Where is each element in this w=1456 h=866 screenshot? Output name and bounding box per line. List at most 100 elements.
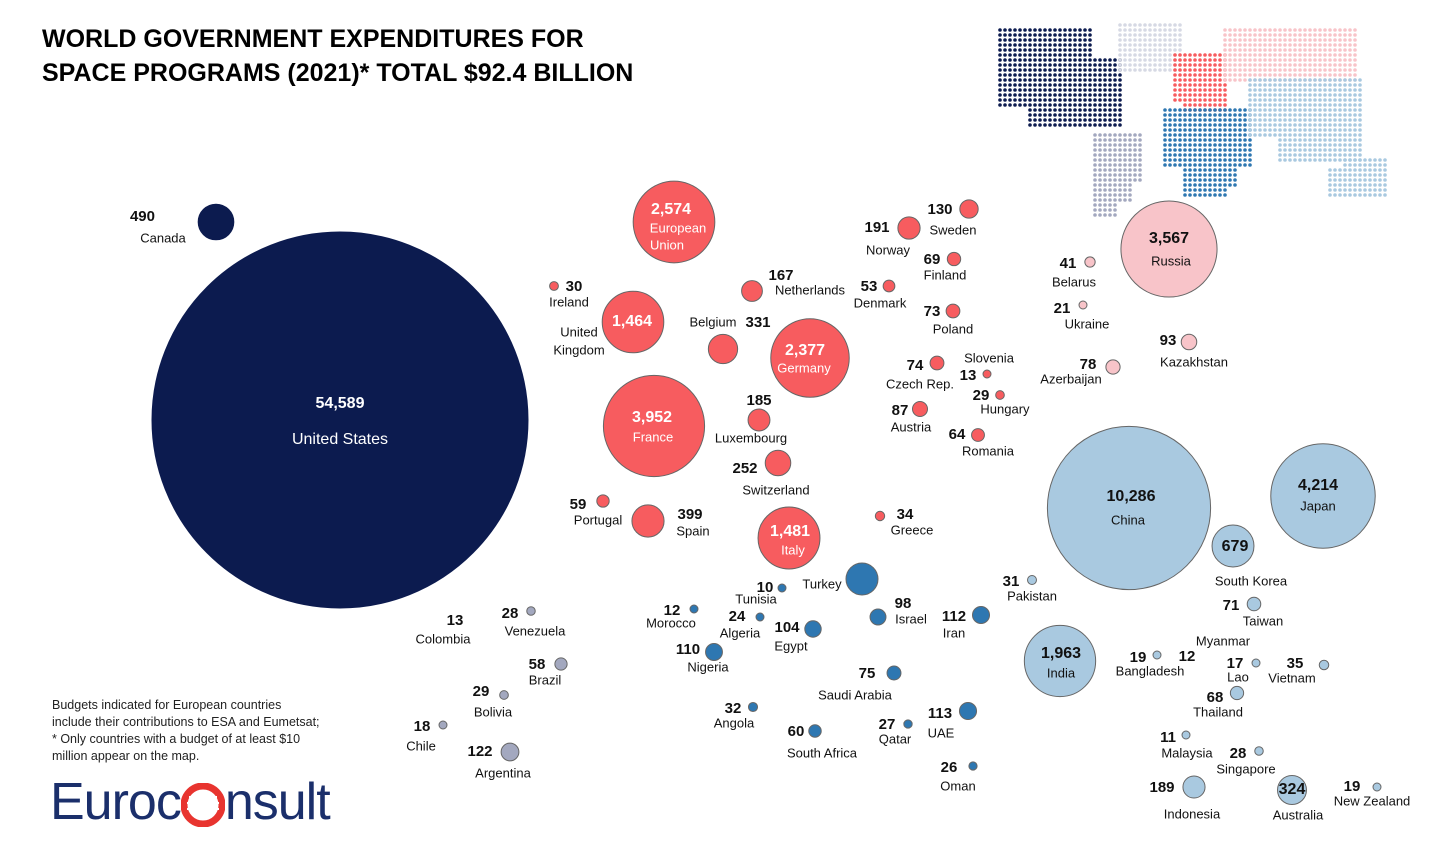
bubble-azerbaijan	[1105, 359, 1121, 375]
name-label-united-states: United States	[292, 431, 388, 448]
bubble-oman	[968, 761, 978, 771]
name-label-finland: Finland	[924, 267, 967, 282]
name-label-switzerland: Switzerland	[742, 482, 809, 497]
bubble-australia	[1277, 775, 1307, 805]
name-label-bolivia: Bolivia	[474, 704, 513, 719]
value-label-united-kingdom: 1,464	[612, 313, 652, 330]
value-label-italy: 1,481	[770, 523, 810, 540]
value-label-israel: 98	[895, 595, 912, 612]
value-label-hungary: 29	[973, 387, 990, 404]
name-label-canada: Canada	[140, 230, 186, 245]
value-label-singapore: 28	[1230, 745, 1247, 762]
name-label-japan: Japan	[1300, 498, 1335, 513]
value-label-oman: 26	[941, 759, 958, 776]
name-label-norway: Norway	[866, 242, 911, 257]
name-label-portugal: Portugal	[574, 512, 623, 527]
bubble-south-africa	[808, 724, 822, 738]
name-label-south-korea: South Korea	[1215, 573, 1288, 588]
name-label-netherlands: Netherlands	[775, 282, 846, 297]
map-region-6	[1248, 78, 1362, 162]
bubble-turkey	[845, 562, 879, 596]
name-label-saudi-arabia: Saudi Arabia	[818, 687, 892, 702]
name-label-algeria: Algeria	[720, 625, 761, 640]
bubble-bolivia	[499, 690, 509, 700]
value-label-thailand: 68	[1207, 689, 1224, 706]
value-label-brazil: 58	[529, 656, 546, 673]
value-label-belgium: 331	[745, 314, 770, 331]
bubble-netherlands	[741, 280, 763, 302]
name-label-ireland: Ireland	[549, 294, 589, 309]
value-label-indonesia: 189	[1149, 779, 1174, 796]
value-label-azerbaijan: 78	[1080, 356, 1097, 373]
value-label-denmark: 53	[861, 278, 878, 295]
chart-title: WORLD GOVERNMENT EXPENDITURES FOR SPACE …	[42, 22, 762, 90]
bubble-chile	[438, 720, 448, 730]
label-layer: 54,589 United States 490 Canada 13 Colombia 28…	[130, 201, 1410, 822]
value-label-china: 10,286	[1107, 488, 1156, 505]
euroconsult-logo: Euroc nsult	[50, 772, 331, 832]
footnote: Budgets indicated for European countries…	[52, 697, 362, 765]
bubble-denmark	[882, 279, 896, 293]
footnote-line-3: * Only countries with a budget of at lea…	[52, 732, 301, 746]
bubble-morocco	[689, 604, 699, 614]
value-label-sweden: 130	[927, 201, 952, 218]
value-label-poland: 73	[924, 303, 941, 320]
bubble-czech-rep	[929, 355, 945, 371]
bubble-kazakhstan	[1180, 333, 1198, 351]
bubble-japan	[1270, 443, 1376, 549]
value-label-spain: 399	[677, 506, 702, 523]
value-label-portugal: 59	[570, 496, 587, 513]
map-region-0	[998, 28, 1122, 127]
bubble-portugal	[596, 494, 610, 508]
value-label-france: 3,952	[632, 409, 672, 426]
bubble-qatar	[903, 719, 913, 729]
value-label-european-union: 2,574	[651, 201, 691, 218]
value-label-bangladesh: 19	[1130, 649, 1147, 666]
value-label-tunisia: 10	[757, 579, 774, 596]
footnote-line-1: Budgets indicated for European countries	[52, 698, 282, 712]
value-label-new-zealand: 19	[1344, 778, 1361, 795]
value-label-romania: 64	[949, 426, 966, 443]
value-label-vietnam: 35	[1287, 655, 1304, 672]
footnote-line-4: million appear on the map.	[52, 749, 200, 763]
bubble-switzerland	[764, 449, 792, 477]
map-region-7	[1328, 158, 1387, 197]
name-label-france: France	[633, 429, 673, 444]
value-label-south-africa: 60	[788, 723, 805, 740]
bubble-slovenia	[982, 369, 992, 379]
name-label-tunisia: Tunisia	[735, 591, 777, 606]
value-label-venezuela: 28	[502, 605, 519, 622]
world-dot-map	[998, 23, 1387, 217]
name-label-lao: Lao	[1227, 669, 1249, 684]
value-label-japan: 4,214	[1298, 477, 1338, 494]
value-label-angola: 32	[725, 700, 742, 717]
name-label-nigeria: Nigeria	[687, 659, 729, 674]
name-label-china: China	[1111, 512, 1146, 527]
name-label-morocco: Morocco	[646, 615, 696, 630]
chart-title-line-2: SPACE PROGRAMS (2021)* TOTAL $92.4 BILLI…	[42, 59, 634, 87]
bubble-iran	[971, 605, 991, 625]
map-region-3	[1173, 53, 1227, 112]
name-label-european-union: European	[650, 220, 706, 235]
bubble-algeria	[755, 612, 765, 622]
value-label-switzerland: 252	[732, 460, 757, 477]
bubble-uae	[958, 701, 978, 721]
bubble-argentina	[500, 742, 520, 762]
bubble-thailand	[1229, 685, 1245, 701]
bubble-angola	[747, 701, 759, 713]
bubble-belarus	[1084, 256, 1096, 268]
name-label-thailand: Thailand	[1193, 704, 1243, 719]
map-region-2	[1093, 133, 1142, 217]
bubble-sweden	[959, 199, 979, 219]
value-label-slovenia: 13	[960, 367, 977, 384]
name-label-qatar: Qatar	[879, 731, 912, 746]
value-label-chile: 18	[414, 718, 431, 735]
bubble-greece	[874, 510, 886, 522]
name-label-india: India	[1047, 665, 1076, 680]
bubble-venezuela	[526, 606, 536, 616]
bubble-taiwan	[1246, 596, 1262, 612]
bubble-luxembourg	[747, 408, 771, 432]
name-label-azerbaijan: Azerbaijan	[1040, 371, 1101, 386]
bubble-poland	[945, 303, 961, 319]
